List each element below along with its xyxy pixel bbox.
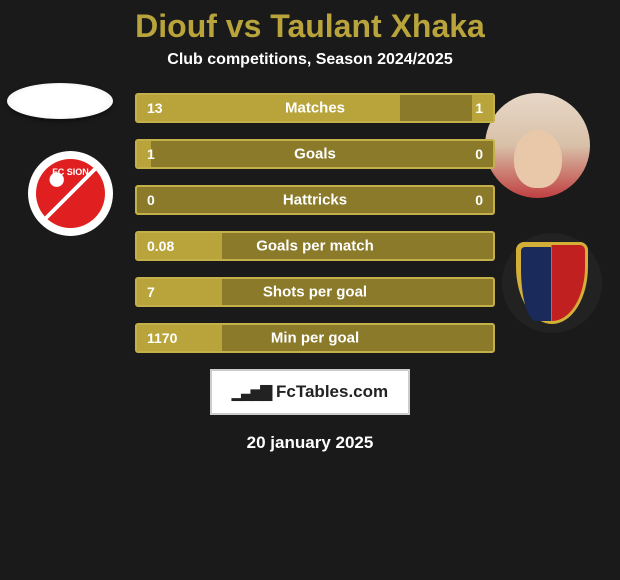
stat-bar-row: Goals 1 0 (135, 139, 495, 169)
bar-value-right: 0 (475, 192, 483, 208)
bar-label: Goals per match (256, 238, 374, 255)
bar-value-right: 0 (475, 146, 483, 162)
page-subtitle: Club competitions, Season 2024/2025 (0, 51, 620, 69)
stat-bar-row: Shots per goal 7 (135, 277, 495, 307)
stat-bar-row: Hattricks 0 0 (135, 185, 495, 215)
player-right-avatar (485, 93, 590, 198)
stat-bar-row: Goals per match 0.08 (135, 231, 495, 261)
date-label: 20 january 2025 (0, 433, 620, 453)
bar-value-left: 1170 (147, 330, 177, 346)
bar-value-left: 7 (147, 284, 155, 300)
bar-label: Min per goal (271, 330, 359, 347)
bar-value-left: 0.08 (147, 238, 174, 254)
bar-label: Goals (294, 146, 336, 163)
bar-value-left: 1 (147, 146, 155, 162)
bar-left-fill (137, 95, 400, 121)
bar-value-right: 1 (475, 100, 483, 116)
stat-bar-row: Matches 13 1 (135, 93, 495, 123)
bar-label: Shots per goal (263, 284, 367, 301)
bar-label: Hattricks (283, 192, 347, 209)
content-area: Matches 13 1 Goals 1 0 Hattricks 0 0 Goals per ma… (0, 93, 620, 453)
stat-bar-row: Min per goal 1170 (135, 323, 495, 353)
page-title: Diouf vs Taulant Xhaka (0, 8, 620, 45)
signal-icon: ▁▃▅▇ (232, 383, 270, 401)
comparison-card: Diouf vs Taulant Xhaka Club competitions… (0, 0, 620, 453)
club-left-logo (28, 151, 113, 236)
stat-bars: Matches 13 1 Goals 1 0 Hattricks 0 0 Goals per ma… (135, 93, 495, 353)
bar-value-left: 13 (147, 100, 163, 116)
bar-value-left: 0 (147, 192, 155, 208)
club-right-shield-icon (516, 242, 588, 324)
brand-box[interactable]: ▁▃▅▇ FcTables.com (210, 369, 410, 415)
player-left-avatar (7, 83, 113, 119)
club-right-logo (502, 233, 602, 333)
brand-label: FcTables.com (276, 382, 388, 402)
bar-label: Matches (285, 100, 345, 117)
